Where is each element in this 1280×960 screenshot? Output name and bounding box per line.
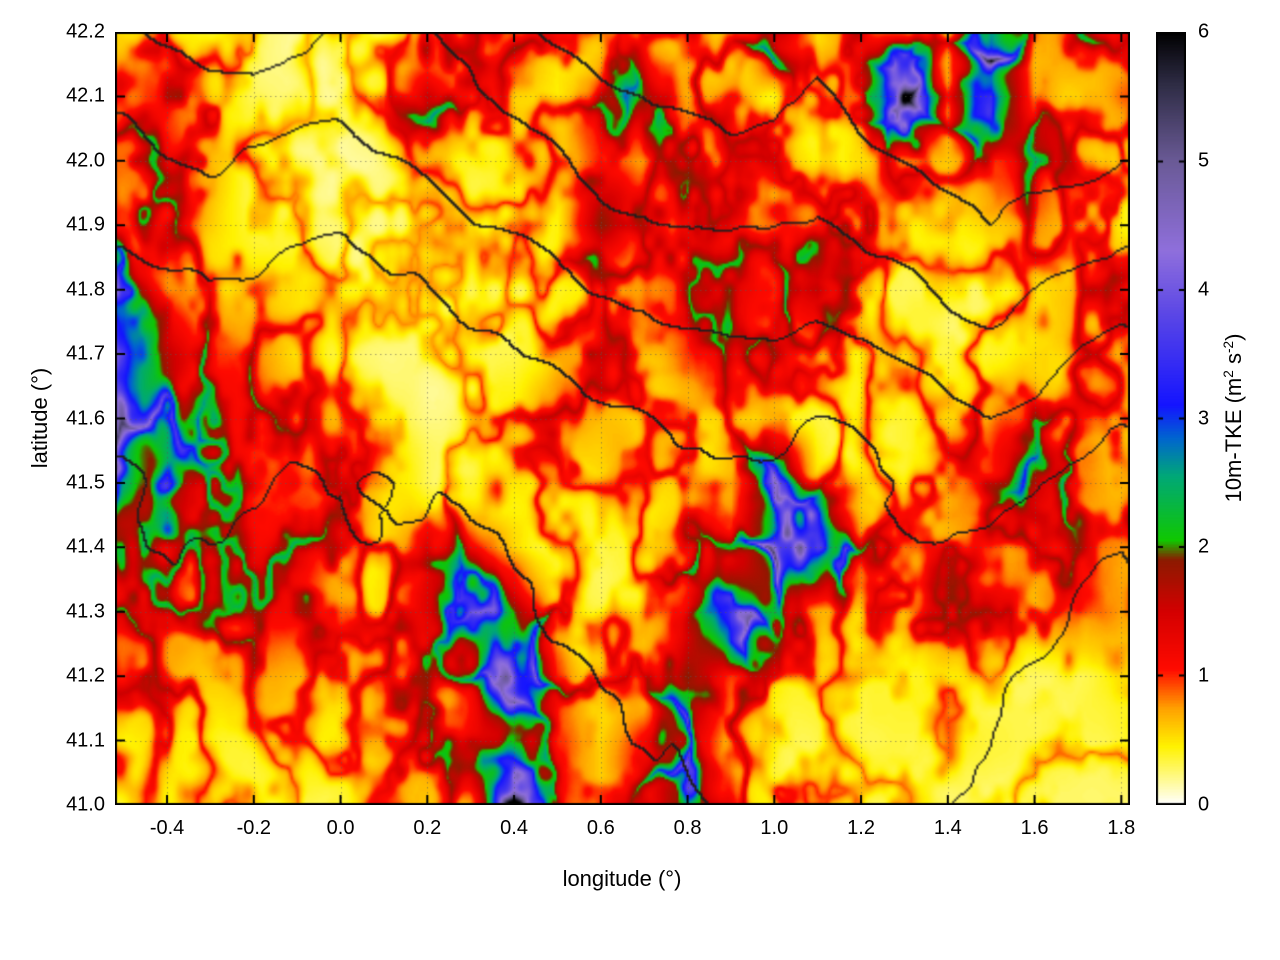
- x-tick-label: -0.4: [149, 817, 185, 839]
- x-tick-label: 0.8: [673, 817, 702, 839]
- colorbar-tick-label: 4: [1198, 278, 1210, 301]
- y-tick-label: 41.7: [66, 342, 105, 365]
- colorbar-tick-label: 5: [1198, 149, 1210, 172]
- x-tick-label: 0.6: [586, 817, 615, 839]
- x-tick-label: -0.2: [236, 817, 272, 839]
- colorbar-canvas: [1156, 32, 1186, 805]
- colorbar-tick-label: 6: [1198, 20, 1210, 43]
- y-tick-label: 42.1: [66, 84, 105, 107]
- x-tick-label: 1.8: [1107, 817, 1136, 839]
- y-tick-label: 42.0: [66, 149, 105, 172]
- colorbar-label-mid: s: [1221, 353, 1247, 371]
- x-axis-label: longitude (°): [562, 866, 682, 891]
- colorbar-label-suffix: ): [1221, 333, 1247, 341]
- colorbar-label-sup2: -2: [1220, 340, 1236, 354]
- y-tick-label: 41.8: [66, 278, 105, 301]
- colorbar-label-prefix: 10m-TKE (m: [1221, 377, 1247, 503]
- colorbar-tick-label: 1: [1198, 664, 1210, 687]
- x-tick-label: 0.0: [326, 817, 355, 839]
- x-tick-label: 1.4: [933, 817, 962, 839]
- y-tick-label: 41.2: [66, 664, 105, 687]
- heatmap-canvas: [115, 32, 1130, 805]
- colorbar-label: 10m-TKE (m2 s-2): [1221, 334, 1247, 503]
- y-tick-label: 41.4: [66, 535, 105, 558]
- y-tick-label: 41.0: [66, 793, 105, 816]
- y-tick-label: 41.1: [66, 729, 105, 752]
- y-tick-label: 41.6: [66, 407, 105, 429]
- x-tick-label: 1.2: [847, 817, 875, 839]
- y-tick-label: 42.2: [66, 20, 105, 43]
- y-axis-label: latitude (°): [27, 367, 52, 469]
- x-tick-label: 1.0: [760, 817, 789, 839]
- y-tick-label: 41.5: [66, 471, 105, 494]
- colorbar-tick-label: 0: [1198, 793, 1210, 816]
- x-tick-label: 1.6: [1020, 817, 1049, 839]
- y-tick-label: 41.9: [66, 213, 105, 236]
- colorbar-tick-label: 2: [1198, 535, 1210, 558]
- colorbar-label-sup1: 2: [1220, 370, 1236, 378]
- x-tick-label: 0.2: [413, 817, 442, 839]
- y-tick-label: 41.3: [66, 600, 105, 623]
- x-tick-label: 0.4: [500, 817, 528, 839]
- colorbar-tick-label: 3: [1198, 407, 1210, 429]
